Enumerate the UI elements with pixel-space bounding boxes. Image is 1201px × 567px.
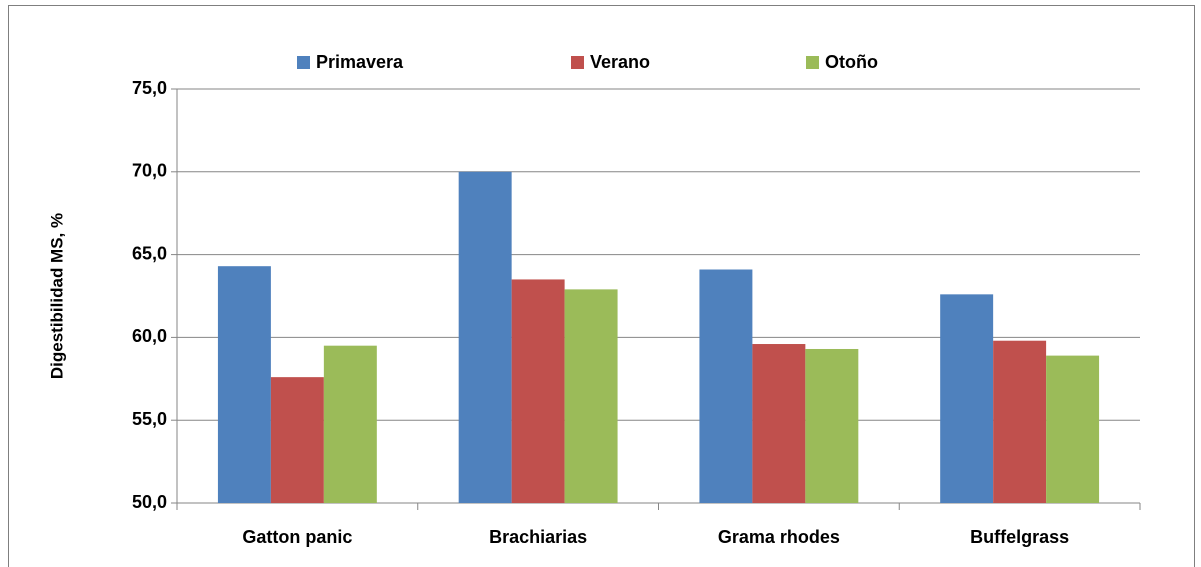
x-tick-label: Brachiarias	[489, 527, 587, 547]
legend-label: Primavera	[316, 52, 404, 72]
bar	[511, 279, 565, 503]
y-axis-title: Digestibilidad MS, %	[47, 213, 66, 379]
bar	[458, 171, 512, 504]
bar	[699, 269, 753, 503]
y-tick-label: 50,0	[132, 492, 167, 512]
bar	[993, 340, 1047, 503]
bar	[940, 294, 994, 503]
x-tick-label: Grama rhodes	[718, 527, 840, 547]
x-tick-label: Buffelgrass	[970, 527, 1069, 547]
y-tick-label: 65,0	[132, 243, 167, 263]
y-tick-label: 60,0	[132, 326, 167, 346]
legend-swatch	[571, 56, 584, 69]
y-tick-label: 55,0	[132, 409, 167, 429]
x-tick-label: Gatton panic	[242, 527, 352, 547]
y-tick-label: 75,0	[132, 78, 167, 98]
legend-swatch	[806, 56, 819, 69]
bar	[752, 344, 806, 503]
legend-label: Verano	[590, 52, 650, 72]
bar	[270, 377, 324, 503]
legend-label: Otoño	[825, 52, 878, 72]
bar	[217, 266, 271, 503]
bar	[564, 289, 618, 503]
legend-swatch	[297, 56, 310, 69]
bar	[323, 345, 377, 503]
bar	[805, 348, 859, 503]
bar	[1046, 355, 1100, 503]
y-tick-label: 70,0	[132, 161, 167, 181]
